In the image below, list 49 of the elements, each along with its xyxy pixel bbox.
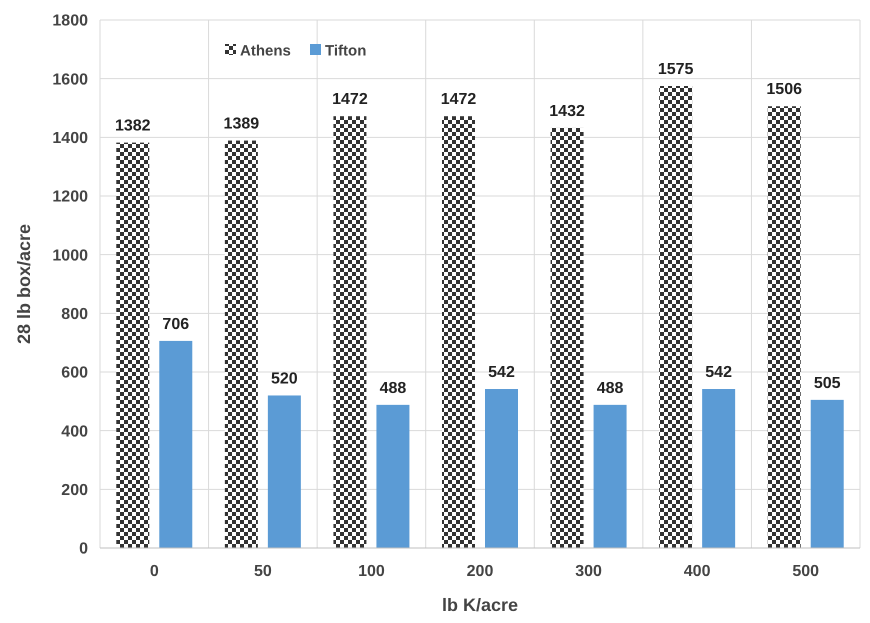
y-tick-label: 600	[61, 364, 88, 382]
y-tick-label: 1400	[52, 130, 88, 147]
bar	[376, 404, 410, 548]
y-tick-label: 1000	[52, 247, 88, 264]
bar	[333, 116, 366, 548]
data-label: 1575	[658, 61, 694, 78]
x-tick-label: 300	[575, 563, 602, 580]
bar	[442, 116, 475, 548]
y-tick-label: 1600	[52, 71, 88, 88]
bar	[594, 404, 627, 548]
data-label: 1389	[224, 116, 260, 133]
data-label: 542	[705, 364, 732, 382]
y-tick-label: 1800	[52, 12, 88, 30]
bar	[268, 395, 301, 548]
data-label: 488	[380, 380, 406, 397]
data-label: 1472	[440, 91, 476, 108]
data-label: 505	[814, 374, 841, 392]
x-tick-label: 500	[792, 563, 820, 580]
bar	[159, 340, 192, 548]
data-label: 1382	[114, 118, 151, 135]
y-tick-label: 400	[61, 423, 88, 440]
data-label: 1432	[549, 102, 585, 120]
data-label: 1472	[332, 91, 368, 108]
bar	[485, 389, 518, 548]
x-tick-label: 100	[358, 563, 385, 580]
y-tick-label: 800	[61, 306, 88, 323]
bar	[659, 86, 692, 548]
bar	[702, 389, 736, 548]
y-tick-label: 1200	[52, 188, 88, 206]
x-tick-label: 0	[150, 563, 159, 580]
y-tick-label: 200	[61, 482, 88, 499]
data-label: 542	[488, 364, 515, 382]
x-tick-label: 200	[466, 563, 494, 580]
bar	[116, 142, 150, 548]
legend-label: Athens	[240, 42, 291, 60]
x-axis-title: lb K/acre	[442, 595, 518, 615]
x-tick-label: 400	[684, 563, 711, 580]
y-axis-title: 28 lb box/acre	[14, 224, 34, 344]
data-label: 1506	[766, 81, 802, 98]
y-tick-label: 0	[79, 540, 88, 558]
bar	[810, 400, 844, 548]
legend-label: Tifton	[325, 42, 366, 60]
bar	[768, 106, 801, 548]
bar	[550, 128, 584, 548]
x-tick-label: 50	[254, 563, 272, 580]
bar	[224, 140, 258, 548]
data-label: 520	[271, 370, 298, 388]
data-label: 488	[596, 380, 624, 397]
data-label: 706	[162, 316, 190, 333]
